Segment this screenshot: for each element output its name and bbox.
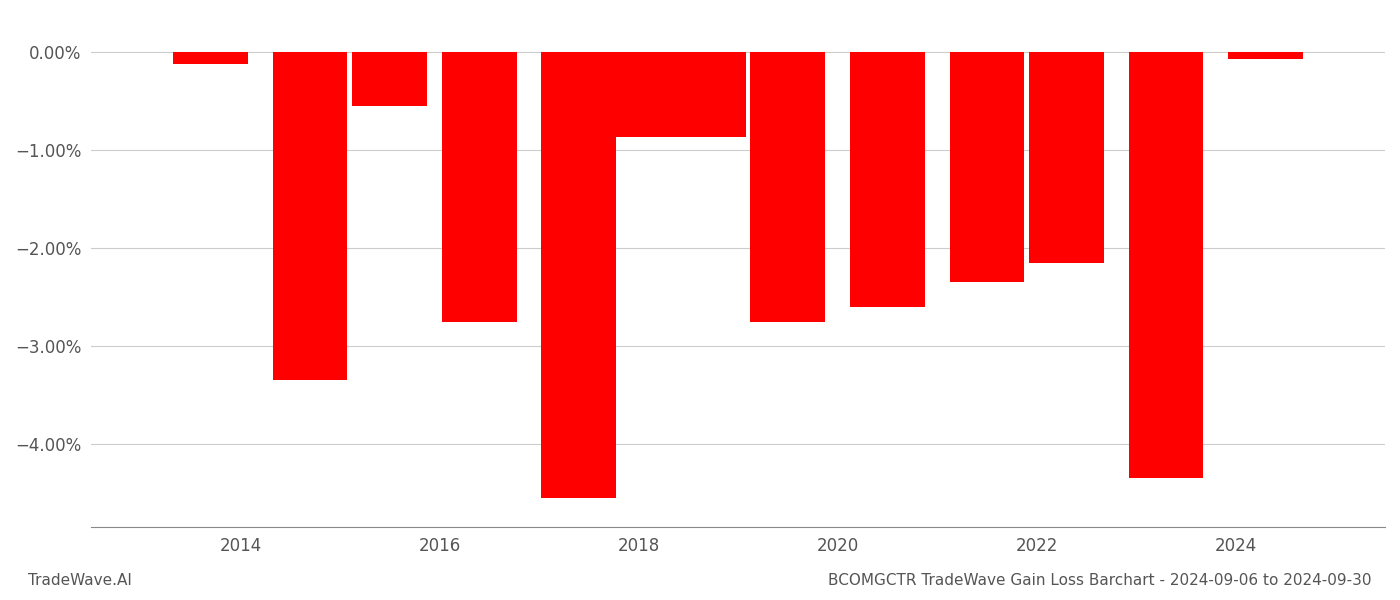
- Bar: [1029, 52, 1103, 263]
- Bar: [850, 52, 924, 307]
- Bar: [1128, 52, 1204, 478]
- Bar: [671, 52, 746, 137]
- Bar: [949, 52, 1025, 283]
- Bar: [273, 52, 347, 380]
- Bar: [750, 52, 825, 322]
- Text: BCOMGCTR TradeWave Gain Loss Barchart - 2024-09-06 to 2024-09-30: BCOMGCTR TradeWave Gain Loss Barchart - …: [829, 573, 1372, 588]
- Bar: [601, 52, 676, 137]
- Bar: [542, 52, 616, 498]
- Bar: [1228, 52, 1303, 59]
- Bar: [353, 52, 427, 106]
- Text: TradeWave.AI: TradeWave.AI: [28, 573, 132, 588]
- Bar: [174, 52, 248, 64]
- Bar: [442, 52, 517, 322]
